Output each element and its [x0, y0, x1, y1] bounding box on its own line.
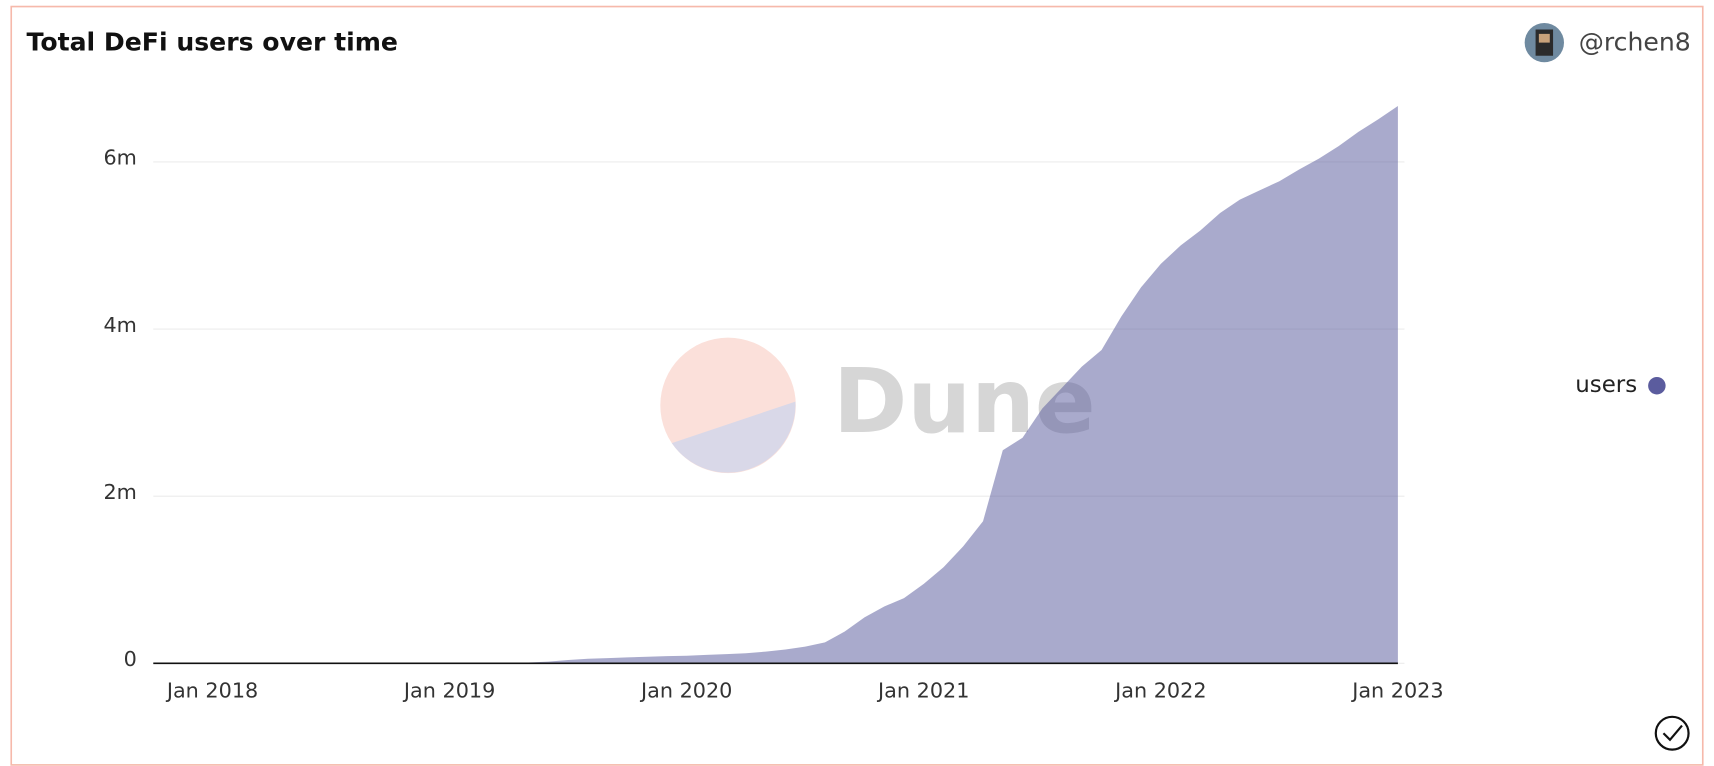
watermark-logo-part — [671, 401, 796, 473]
x-tick-label: Jan 2021 — [876, 679, 969, 703]
legend-label[interactable]: users — [1575, 372, 1637, 398]
y-tick-label: 2m — [103, 480, 136, 504]
avatar-face — [1538, 33, 1550, 43]
area — [153, 105, 1398, 664]
avatar[interactable] — [1524, 22, 1564, 63]
legend-swatch[interactable] — [1648, 376, 1666, 395]
x-tick-label: Jan 2019 — [402, 679, 495, 703]
status-icon[interactable] — [1654, 715, 1690, 751]
author[interactable]: @rchen8 — [1579, 28, 1691, 57]
y-tick-label: 6m — [103, 146, 136, 170]
x-tick-label: Jan 2022 — [1113, 679, 1206, 703]
x-tick-label: Jan 2020 — [639, 679, 732, 703]
x-tick-label: Jan 2023 — [1350, 679, 1443, 703]
y-tick-label: 4m — [103, 313, 136, 337]
x-tick-label: Jan 2018 — [165, 679, 258, 703]
status-check — [1662, 724, 1683, 742]
chart-title: Total DeFi users over time — [27, 28, 398, 57]
y-tick-label: 0 — [124, 647, 137, 671]
